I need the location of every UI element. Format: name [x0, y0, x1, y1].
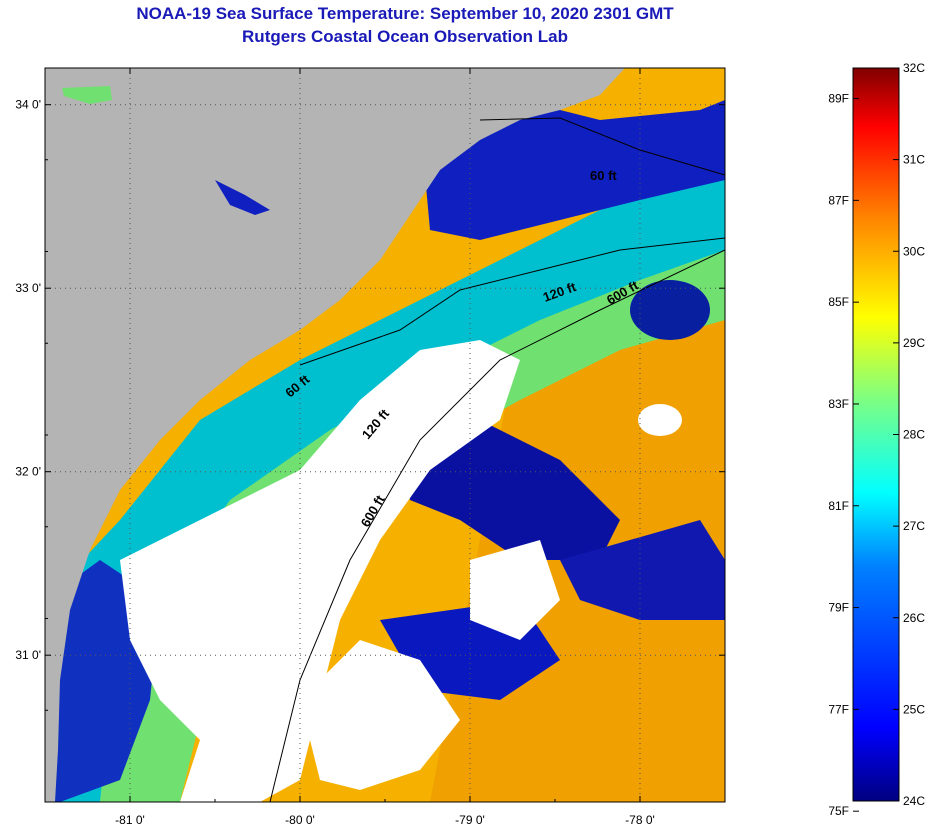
contour-120ft	[299, 237, 725, 366]
celsius-label: 27C	[903, 519, 925, 533]
lat-tick-label: 33 0'	[15, 281, 41, 295]
contour-60ft-north	[479, 117, 725, 176]
celsius-label: 24C	[903, 794, 925, 808]
contour-600ft	[269, 249, 725, 802]
graticule	[45, 68, 725, 802]
cloud-cover-east	[470, 540, 560, 640]
fahrenheit-label: 83F	[828, 397, 849, 411]
celsius-label: 30C	[903, 244, 925, 258]
lon-tick-label: -81 0'	[115, 813, 145, 827]
cool-patch-east	[560, 520, 725, 620]
cool-patch-north	[420, 100, 725, 240]
celsius-label: 28C	[903, 428, 925, 442]
inland-water	[215, 180, 270, 215]
celsius-label: 25C	[903, 702, 925, 716]
cloud-cover-main	[120, 340, 520, 802]
axis-ticks: -81 0' -80 0' -79 0' -78 0' 34 0' 33 0' 32 0' 3…	[15, 67, 726, 827]
cloud-cover-south	[300, 640, 460, 790]
lat-tick-label: 31 0'	[15, 648, 41, 662]
fahrenheit-label: 81F	[828, 499, 849, 513]
fahrenheit-label: 87F	[828, 193, 849, 207]
colorbar	[852, 67, 900, 802]
celsius-label: 29C	[903, 336, 925, 350]
inland-lake-patch	[62, 86, 112, 104]
lat-tick-label: 32 0'	[15, 465, 41, 479]
lon-tick-label: -80 0'	[285, 813, 315, 827]
fahrenheit-label: 89F	[828, 92, 849, 106]
lon-tick-label: -79 0'	[455, 813, 485, 827]
fahrenheit-label: 79F	[828, 601, 849, 615]
celsius-label: 26C	[903, 611, 925, 625]
cool-patch-central	[400, 420, 620, 560]
map-plot-area	[45, 68, 725, 802]
map-title: NOAA-19 Sea Surface Temperature: Septemb…	[136, 4, 674, 23]
celsius-label: 31C	[903, 153, 925, 167]
land-mass	[45, 68, 625, 802]
fahrenheit-label: 77F	[828, 702, 849, 716]
contour-label: 60 ft	[590, 168, 617, 183]
celsius-label: 32C	[903, 61, 925, 75]
lon-tick-label: -78 0'	[625, 813, 655, 827]
map-subtitle: Rutgers Coastal Ocean Observation Lab	[242, 27, 568, 46]
cool-eddy	[630, 280, 710, 340]
lat-tick-label: 34 0'	[15, 98, 41, 112]
colorbar-labels: 32C 31C 30C 29C 28C 27C 26C 25C 24C 89F 87F 85F 83F 8…	[828, 61, 925, 818]
cloud-patch	[638, 404, 682, 436]
fahrenheit-label: 85F	[828, 295, 849, 309]
fahrenheit-label: 75F	[828, 804, 849, 818]
